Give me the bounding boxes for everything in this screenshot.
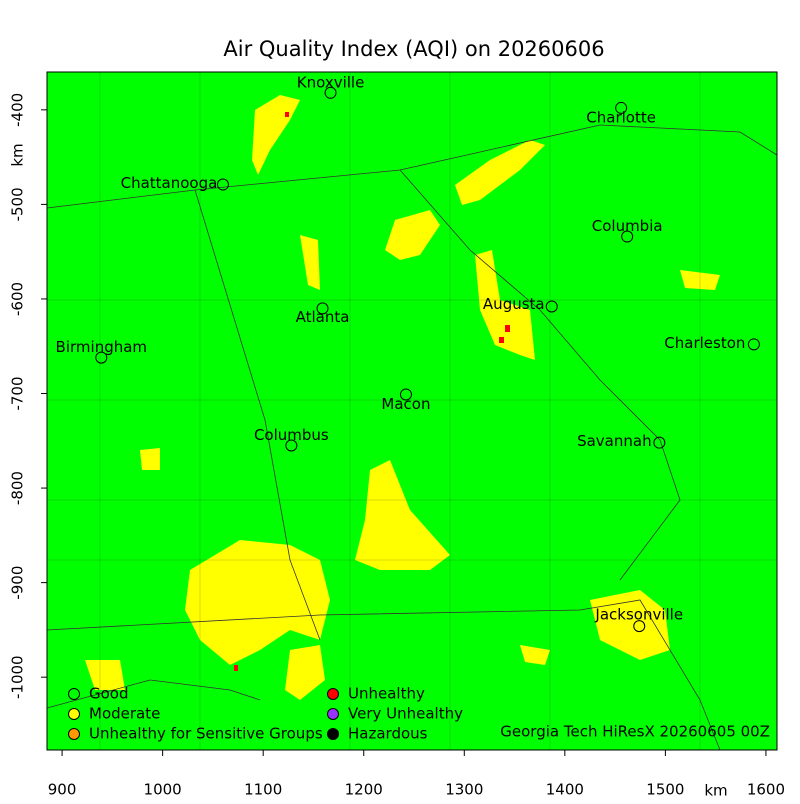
city-label: Columbia [592, 217, 663, 235]
legend-swatch [327, 728, 339, 740]
city-label: Jacksonville [594, 606, 683, 624]
x-tick-label: 1600 [747, 781, 785, 799]
city-marker [545, 300, 558, 313]
city-marker [747, 338, 760, 351]
legend-swatch [327, 708, 339, 720]
legend-swatch [68, 708, 80, 720]
city-label: Chattanooga [121, 174, 218, 192]
city-marker [615, 101, 628, 114]
x-tick-label: 1500 [646, 781, 684, 799]
legend-label: Good [89, 685, 129, 703]
city-marker [653, 436, 666, 449]
y-tick-label: -400 [9, 93, 27, 127]
city-marker [621, 230, 634, 243]
x-tick-label: 1300 [445, 781, 483, 799]
x-tick-label: 1200 [345, 781, 383, 799]
city-label: Savannah [577, 432, 652, 450]
city-label: Charlotte [586, 108, 656, 126]
y-tick-label: -500 [9, 187, 27, 221]
plot-frame [46, 71, 778, 751]
x-tick-label: 1400 [546, 781, 584, 799]
legend-swatch [327, 688, 339, 700]
city-marker [399, 388, 412, 401]
city-label: Knoxville [297, 73, 365, 91]
credit: Georgia Tech HiResX 20260605 00Z [500, 723, 770, 741]
city-marker [285, 439, 298, 452]
x-tick-label: 1000 [144, 781, 182, 799]
city-marker [324, 86, 337, 99]
city-marker [216, 178, 229, 191]
y-tick-label: -900 [9, 566, 27, 600]
city-marker [633, 620, 646, 633]
y-tick-label: -700 [9, 376, 27, 410]
legend-label: Unhealthy [348, 685, 425, 703]
x-tick-label: 1100 [244, 781, 282, 799]
chart-title: Air Quality Index (AQI) on 20260606 [223, 37, 604, 61]
y-tick-label: -1000 [9, 655, 27, 699]
aqi-field [47, 72, 777, 750]
legend-label: Hazardous [348, 725, 428, 743]
legend-label: Moderate [89, 705, 160, 723]
city-label: Macon [381, 395, 430, 413]
y-tick-label: -800 [9, 471, 27, 505]
legend-swatch [68, 728, 80, 740]
city-marker [95, 351, 108, 364]
legend-label: Unhealthy for Sensitive Groups [89, 725, 323, 743]
city-label: Columbus [254, 426, 329, 444]
city-label: Atlanta [296, 308, 350, 326]
city-label: Charleston [664, 334, 745, 352]
city-label: Augusta [483, 295, 545, 313]
x-axis-label: km [704, 782, 727, 800]
x-tick-label: 900 [48, 781, 77, 799]
y-tick-label: -600 [9, 282, 27, 316]
legend-swatch [68, 688, 80, 700]
city-marker [316, 302, 329, 315]
legend-label: Very Unhealthy [348, 705, 463, 723]
y-axis-label: km [9, 143, 27, 166]
city-label: Birmingham [56, 338, 147, 356]
